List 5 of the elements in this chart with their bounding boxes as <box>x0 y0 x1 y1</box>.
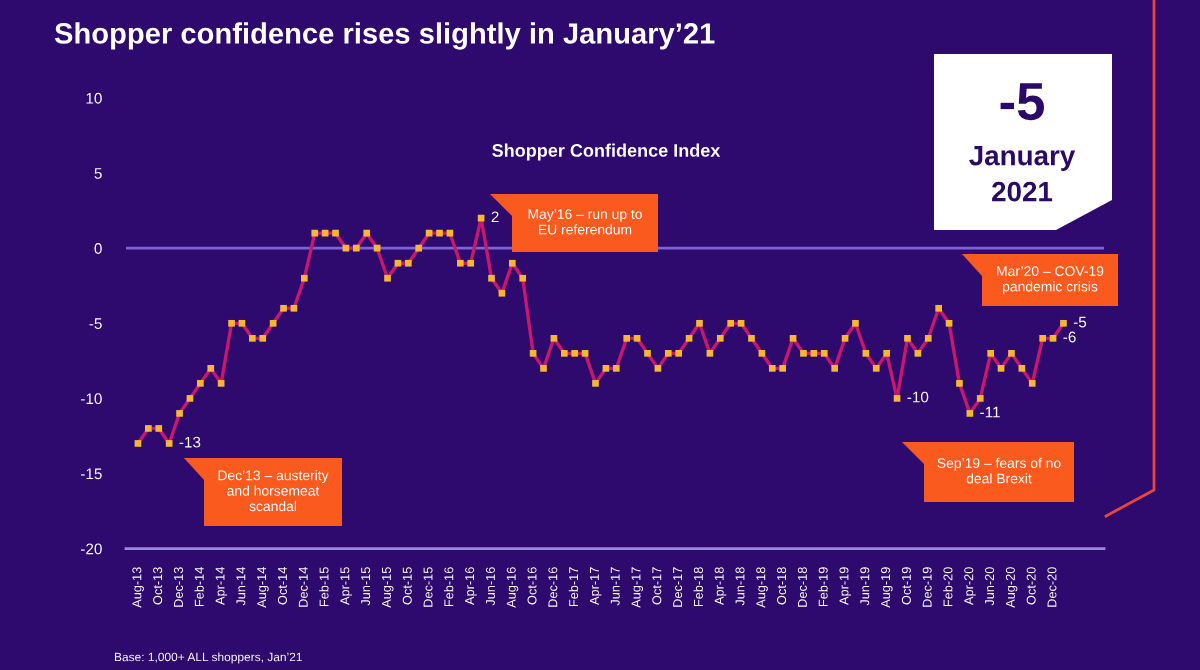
annotation: January <box>969 146 1076 171</box>
text: Shopper Confidence Index <box>492 143 721 161</box>
chart-title: Shopper confidence rises slightly in January’21 <box>54 22 715 50</box>
annotation: 2021 <box>992 181 1053 202</box>
annotation: -5 <box>1000 83 1044 121</box>
